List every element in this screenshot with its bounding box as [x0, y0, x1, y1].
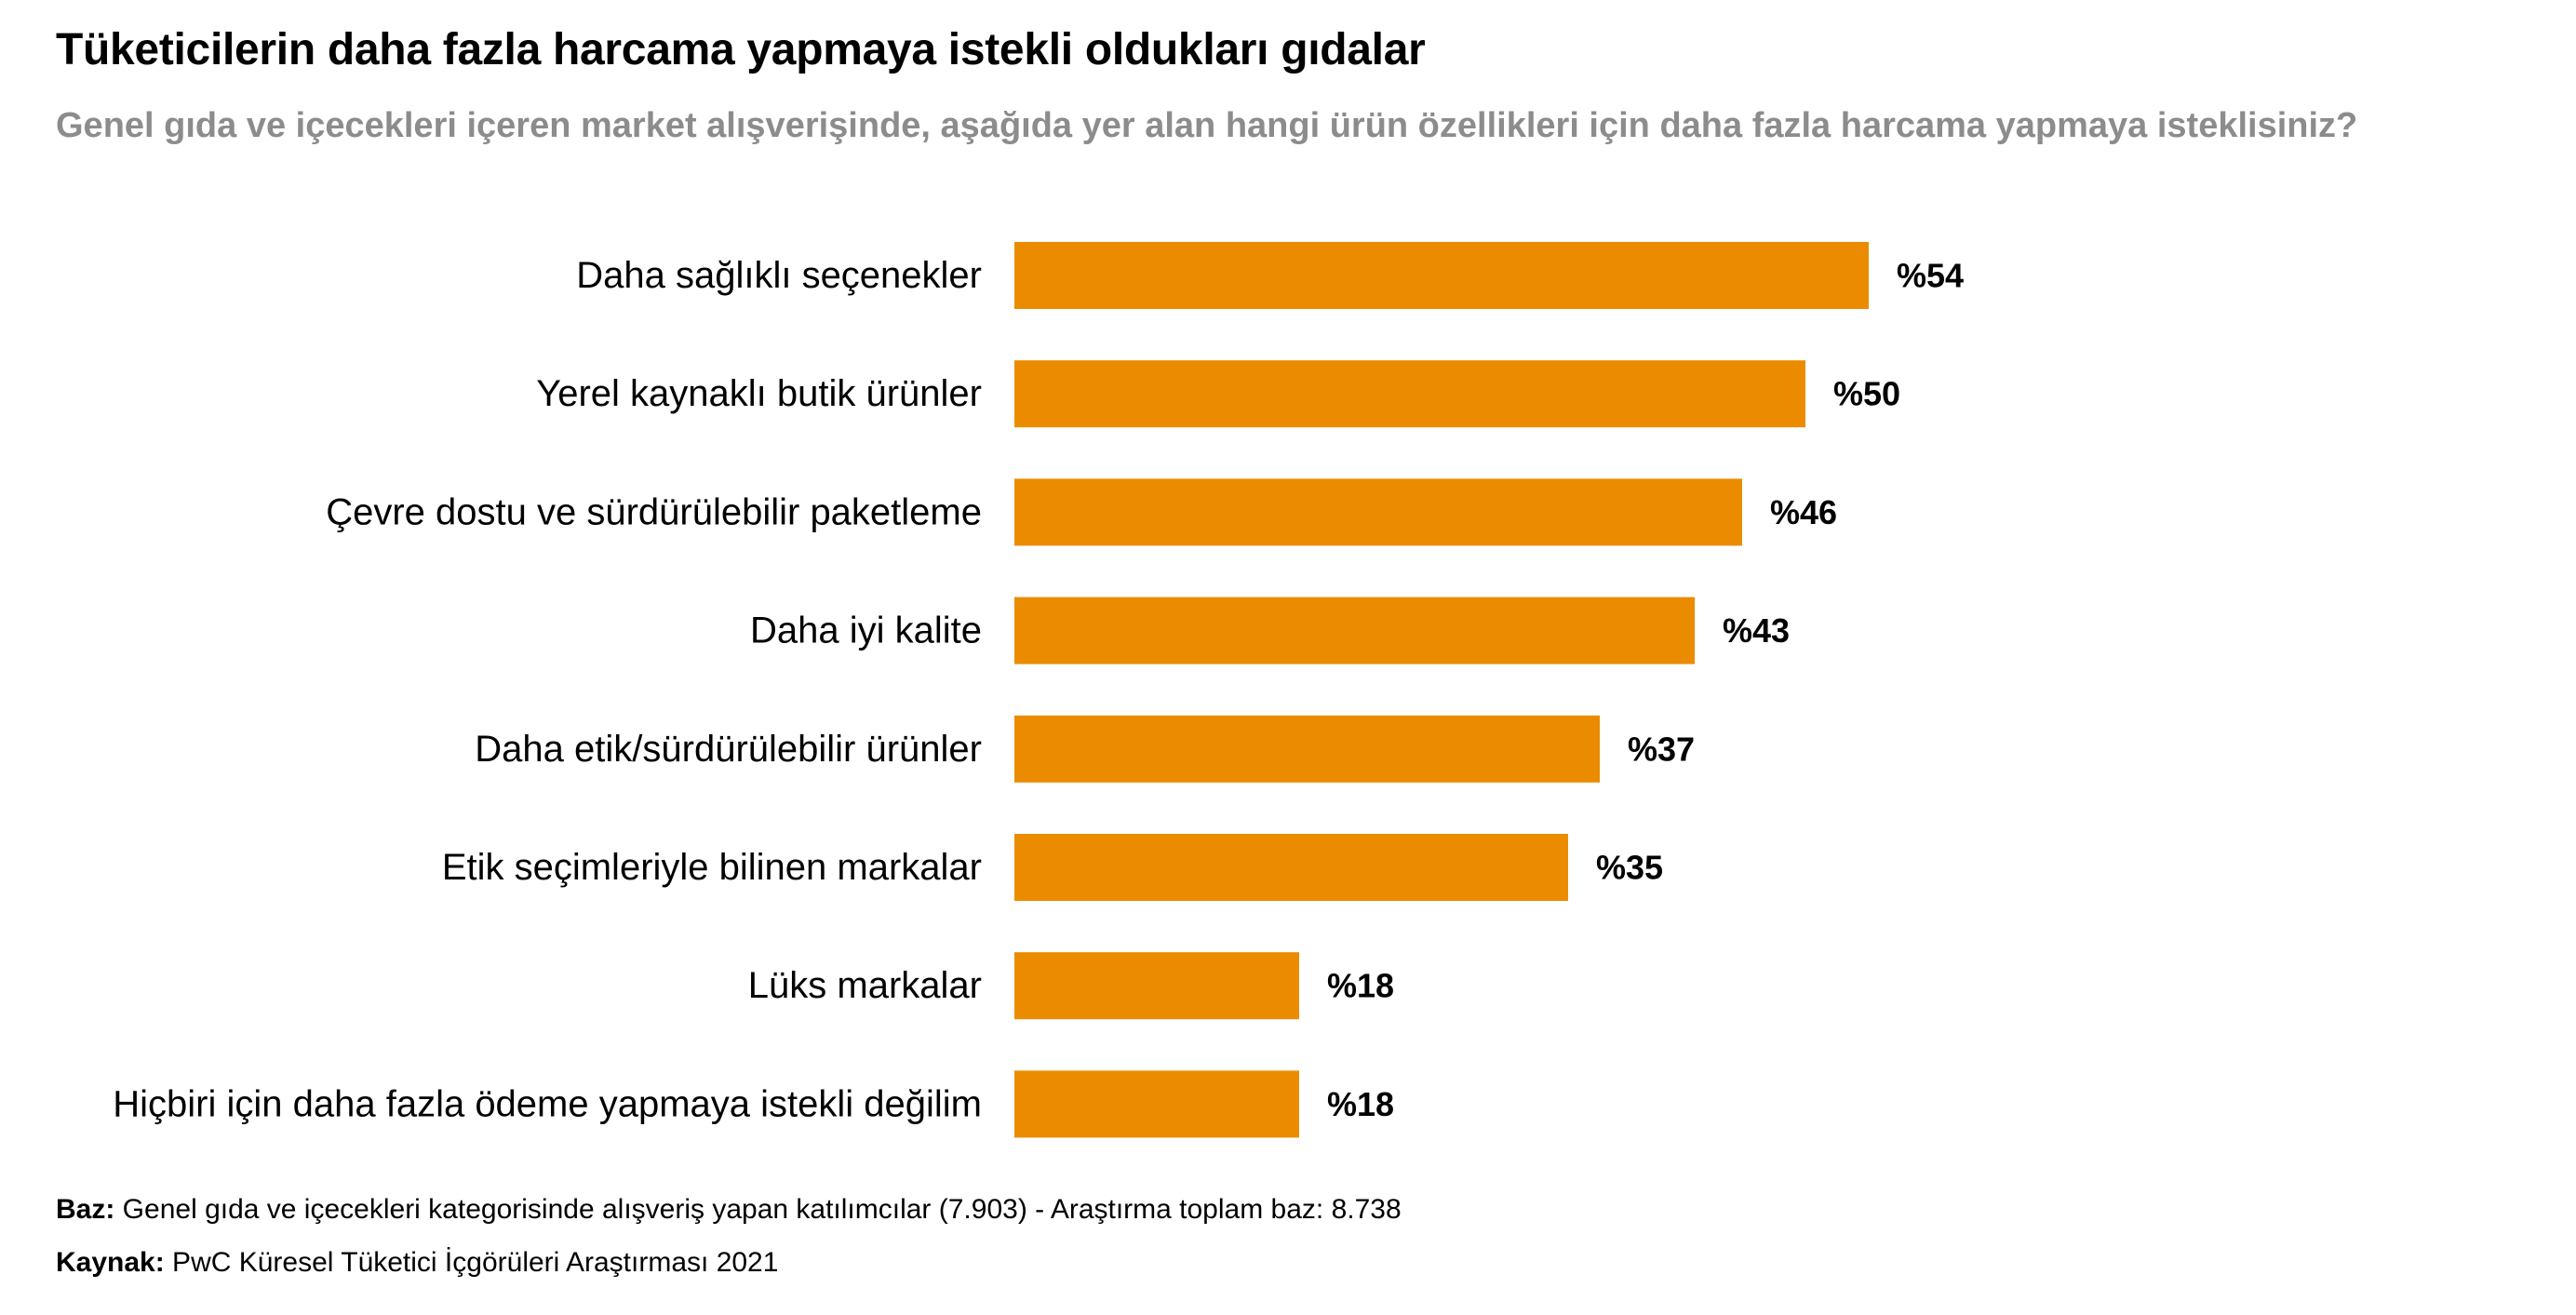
category-label: Daha etik/sürdürülebilir ürünler [475, 729, 982, 770]
data-label: %50 [1833, 375, 1900, 413]
category-label: Yerel kaynaklı butik ürünler [536, 373, 982, 414]
data-label: %18 [1327, 1085, 1394, 1123]
category-label: Çevre dostu ve sürdürülebilir paketleme [326, 491, 982, 532]
data-label: %54 [1897, 257, 1964, 295]
source-note: Kaynak: PwC Küresel Tüketici İçgörüleri … [56, 1247, 778, 1279]
bar [1014, 715, 1600, 783]
source-label: Kaynak: [56, 1247, 165, 1278]
bar [1014, 360, 1805, 428]
bar [1014, 952, 1299, 1020]
category-label: Lüks markalar [748, 965, 982, 1006]
category-label: Daha iyi kalite [750, 611, 982, 651]
data-label: %35 [1596, 849, 1663, 887]
category-label: Hiçbiri için daha fazla ödeme yapmaya is… [113, 1083, 982, 1124]
bar [1014, 242, 1869, 309]
source-text: PwC Küresel Tüketici İçgörüleri Araştırm… [164, 1247, 779, 1278]
base-label: Baz: [56, 1194, 115, 1225]
bar [1014, 478, 1742, 546]
bar [1014, 1070, 1299, 1138]
base-note: Baz: Genel gıda ve içecekleri kategorisi… [56, 1194, 1402, 1226]
chart-subtitle: Genel gıda ve içecekleri içeren market a… [56, 106, 2358, 145]
bar [1014, 834, 1568, 901]
category-label: Etik seçimleriyle bilinen markalar [442, 847, 982, 888]
chart-title: Tüketicilerin daha fazla harcama yapmaya… [56, 25, 1426, 74]
data-label: %46 [1770, 493, 1837, 531]
category-label: Daha sağlıklı seçenekler [576, 255, 982, 296]
data-label: %37 [1628, 730, 1695, 768]
bar-chart: Daha sağlıklı seçenekler %54 Yerel kaynakl… [113, 242, 1964, 1138]
data-label: %43 [1723, 611, 1790, 650]
base-text: Genel gıda ve içecekleri kategorisinde a… [114, 1194, 1402, 1225]
bar [1014, 597, 1695, 664]
data-label: %18 [1327, 967, 1394, 1005]
